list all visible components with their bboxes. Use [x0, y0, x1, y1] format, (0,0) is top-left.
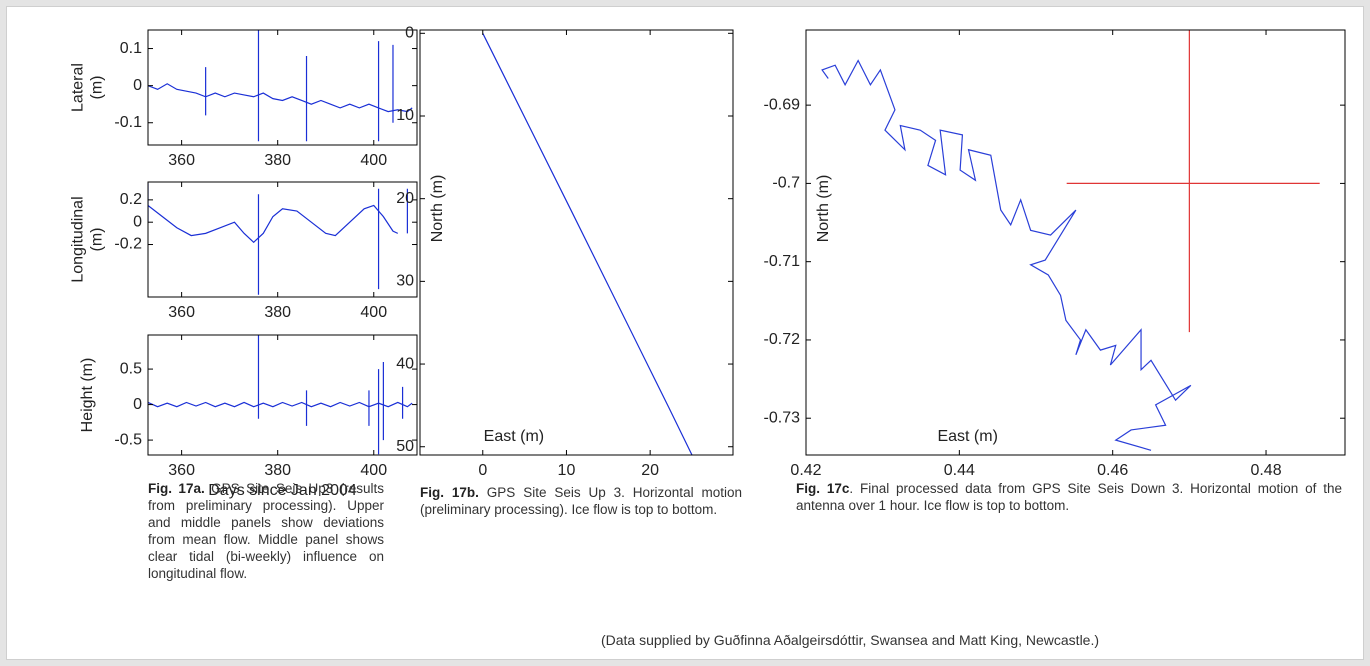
y-tick-label: -0.72: [764, 331, 801, 348]
data-line: [148, 204, 399, 244]
x-tick-label: 360: [168, 462, 195, 479]
caption-text: GPS Site Seis Up3 (results from prelimin…: [148, 481, 384, 581]
x-tick-label: 400: [360, 462, 387, 479]
x-tick-label: 0.46: [1097, 462, 1128, 479]
y-axis-label: North (m): [815, 175, 832, 243]
y-tick-label: 30: [396, 273, 414, 290]
x-tick-label: 0.48: [1250, 462, 1281, 479]
y-tick-label: -0.7: [772, 175, 800, 192]
caption-text: GPS Site Seis Up 3. Horizontal motion (p…: [420, 485, 742, 517]
x-tick-label: 0.44: [944, 462, 975, 479]
x-axis-label: Days since Jan 2004: [208, 482, 357, 499]
y-tick-label: -0.71: [764, 253, 801, 270]
y-tick-label: 0.5: [120, 360, 142, 377]
plot-frame: [805, 29, 1346, 456]
y-axis-label: Lateral: [70, 63, 87, 112]
data-line: [148, 183, 408, 295]
x-tick-label: 380: [264, 304, 291, 321]
plot-frame: [419, 29, 734, 456]
x-tick-label: 380: [264, 152, 291, 169]
x-tick-label: 20: [641, 462, 659, 479]
x-tick-label: 360: [168, 152, 195, 169]
x-tick-label: 400: [360, 152, 387, 169]
y-axis-label: (m): [89, 228, 106, 252]
plot-frame: [147, 181, 418, 298]
caption-c: Fig. 17c. Final processed data from GPS …: [796, 480, 1342, 514]
y-tick-label: 10: [396, 107, 414, 124]
y-tick-label: -0.5: [114, 431, 142, 448]
caption-label: Fig. 17b.: [420, 485, 479, 500]
data-line: [821, 59, 1192, 451]
y-tick-label: 50: [396, 438, 414, 455]
data-line: [257, 335, 404, 455]
credit: (Data supplied by Guðfinna Aðalgeirsdótt…: [600, 632, 1100, 648]
y-axis-label: North (m): [429, 175, 446, 243]
y-tick-label: 0: [133, 213, 142, 230]
y-tick-label: -0.69: [764, 96, 801, 113]
caption-label: Fig. 17c: [796, 481, 850, 496]
x-axis-label: East (m): [937, 428, 997, 445]
y-axis-label: (m): [89, 76, 106, 100]
data-line: [482, 33, 693, 455]
x-tick-label: 360: [168, 304, 195, 321]
plot-frame: [147, 29, 418, 146]
x-tick-label: 400: [360, 304, 387, 321]
y-tick-label: -0.73: [764, 409, 801, 426]
y-tick-label: 0.1: [120, 40, 142, 57]
y-tick-label: -0.2: [114, 236, 142, 253]
y-tick-label: 40: [396, 355, 414, 372]
x-tick-label: 0.42: [790, 462, 821, 479]
caption-text: . Final processed data from GPS Site Sei…: [796, 481, 1342, 513]
y-axis-label: Longitudinal: [70, 196, 87, 282]
y-tick-label: 0: [133, 396, 142, 413]
y-tick-label: 0.2: [120, 191, 142, 208]
y-tick-label: 20: [396, 190, 414, 207]
data-line: [1066, 30, 1320, 333]
data-line: [148, 401, 413, 408]
y-tick-label: 0: [133, 77, 142, 94]
caption-b: Fig. 17b. GPS Site Seis Up 3. Horizontal…: [420, 484, 742, 518]
plot-frame: [147, 334, 418, 456]
caption-a: Fig. 17a. GPS Site Seis Up3 (results fro…: [148, 480, 384, 582]
caption-label: Fig. 17a.: [148, 481, 205, 496]
y-tick-label: -0.1: [114, 114, 142, 131]
x-tick-label: 0: [478, 462, 487, 479]
x-tick-label: 10: [558, 462, 576, 479]
x-axis-label: East (m): [484, 428, 544, 445]
data-line: [148, 83, 413, 113]
y-tick-label: 0: [405, 25, 414, 42]
x-tick-label: 380: [264, 462, 291, 479]
data-line: [205, 30, 394, 142]
y-axis-label: Height (m): [79, 358, 96, 433]
